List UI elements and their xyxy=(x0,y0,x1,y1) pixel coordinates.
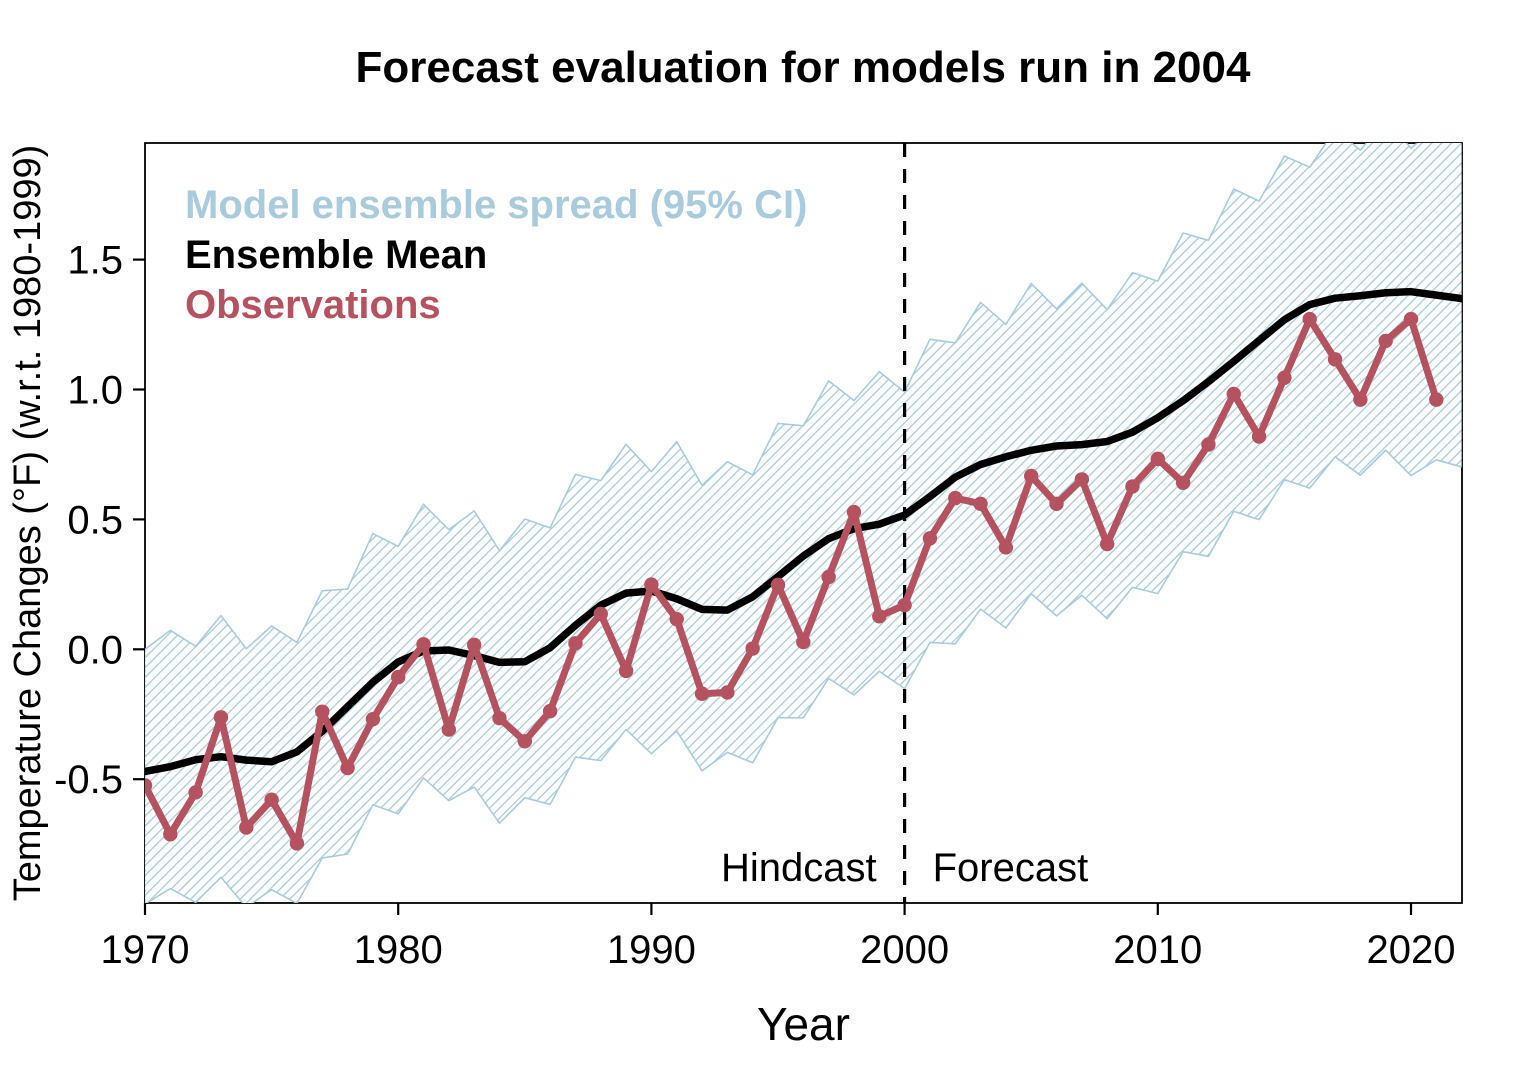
svg-text:2010: 2010 xyxy=(1113,928,1202,972)
svg-text:1990: 1990 xyxy=(607,928,696,972)
svg-text:-0.5: -0.5 xyxy=(54,758,123,802)
svg-text:Year: Year xyxy=(757,998,850,1050)
svg-text:2020: 2020 xyxy=(1367,928,1456,972)
svg-text:1.0: 1.0 xyxy=(67,369,123,413)
svg-text:Ensemble Mean: Ensemble Mean xyxy=(185,233,487,277)
svg-text:0.0: 0.0 xyxy=(67,628,123,672)
svg-text:Temperature Changes (°F) (w.r.: Temperature Changes (°F) (w.r.t. 1980-19… xyxy=(7,145,49,902)
svg-text:0.5: 0.5 xyxy=(67,498,123,542)
svg-text:2000: 2000 xyxy=(860,928,949,972)
svg-text:Forecast: Forecast xyxy=(933,846,1089,890)
svg-text:Model ensemble spread (95% CI): Model ensemble spread (95% CI) xyxy=(185,183,807,227)
svg-text:1.5: 1.5 xyxy=(67,239,123,283)
svg-text:Observations: Observations xyxy=(185,283,441,327)
svg-text:Hindcast: Hindcast xyxy=(721,846,877,890)
svg-text:Forecast evaluation for models: Forecast evaluation for models run in 20… xyxy=(356,43,1251,92)
svg-text:1980: 1980 xyxy=(354,928,443,972)
svg-text:1970: 1970 xyxy=(101,928,190,972)
